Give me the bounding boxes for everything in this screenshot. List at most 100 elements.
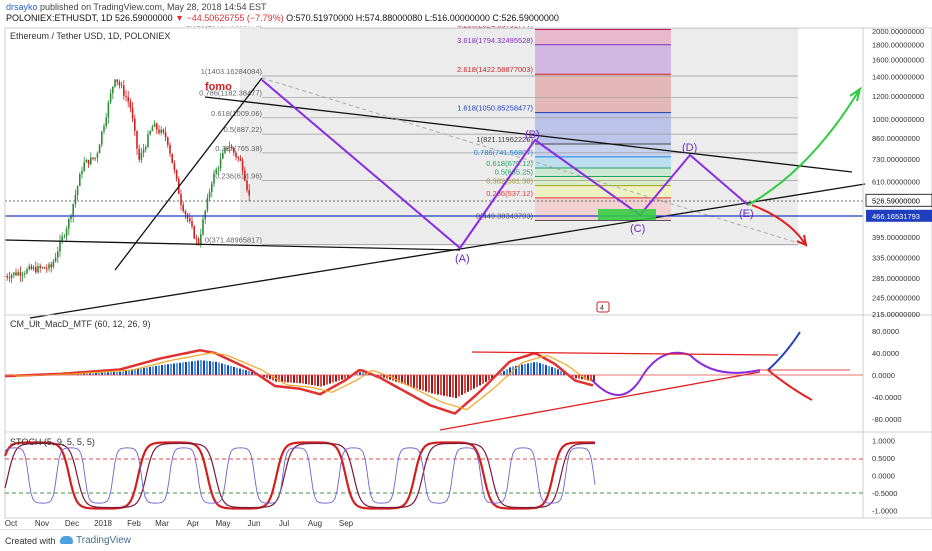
macd-bar [194,361,196,375]
candle-body [248,190,250,195]
macd-bar [332,375,334,383]
candle-body [235,153,237,157]
candle-body [229,147,231,148]
macd-bar [395,375,397,382]
candle-body [169,145,171,154]
candle-body [9,277,11,278]
candle-body [196,238,198,239]
price-tick-label: 1800.00000000 [872,40,924,49]
stoch-tick-label: 0.5000 [872,454,895,463]
macd-pane: CM_Ult_MacD_MTF (60, 12, 26, 9) [5,319,850,430]
macd-resistance [472,352,778,355]
macd-bar [524,364,526,375]
candle-body [39,266,41,268]
price-tick-label: 466.16531793 [872,212,920,221]
candle-body [224,148,226,153]
price-tick-label: 335.00000000 [872,254,920,263]
macd-bar [542,364,544,375]
candle-body [163,130,165,133]
macd-bar [434,375,436,394]
candle-body [79,174,81,186]
time-tick-label: Jul [279,519,289,528]
macd-bar [311,375,313,385]
macd-bar [359,372,361,375]
stoch-tick-label: 0.0000 [872,472,895,481]
macd-bar [302,375,304,384]
candle-body [154,123,156,126]
candle-body [99,145,101,154]
candle-body [33,267,35,269]
macd-bar [287,375,289,382]
candle-body [50,264,52,267]
tradingview-logo[interactable]: TradingView [60,535,131,546]
candle-body [61,236,63,240]
wave-label-b: (B) [525,129,540,141]
candle-body [136,131,138,149]
macd-bar [590,375,592,381]
price-tick-label: 526.59000000 [872,196,920,205]
fib-level-label: 1(1403.16284084) [201,67,263,76]
macd-bar [530,363,532,375]
symbol-label: POLONIEX:ETHUSDT, 1D [6,13,113,23]
candle-body [46,269,48,270]
candle-body [57,251,59,257]
macd-bar [218,363,220,375]
candle-body [156,123,158,129]
macd-bar [578,375,580,379]
candle-body [64,236,66,237]
chart-area[interactable]: 1.618(2040.73086773)1(1403.16284084)0.78… [0,26,932,529]
macd-bar [200,360,202,375]
macd-bar [158,365,160,375]
macd-bar [341,375,343,380]
macd-bar [476,375,478,387]
macd-tick-label: 80.0000 [872,327,899,336]
price-tick-label: 395.00000000 [872,233,920,242]
candle-body [244,171,246,181]
macd-bar [113,372,115,375]
candle-body [119,82,121,85]
macd-bar [422,375,424,391]
candle-body [68,219,70,229]
stoch-tick-label: -0.5000 [872,489,897,498]
macd-bar [314,375,316,386]
macd-bar [188,362,190,375]
fib-level-label: 0.382(591.38) [486,177,533,186]
candle-body [108,103,110,118]
stoch-extra-line [5,448,595,503]
fib-level-label: 0.382(765.38) [215,144,262,153]
macd-bar [575,375,577,378]
candle-body [26,269,28,273]
price-axis[interactable]: 2000.000000001800.000000001600.000000001… [866,27,932,319]
candle-body [149,131,151,134]
candle-body [145,147,147,149]
macd-bar [293,375,295,383]
candle-body [185,211,187,214]
candle-body [37,266,39,272]
fib-level-label: 3.618(1794.32495528) [457,36,533,45]
macd-bar [467,375,469,392]
macd-bar [227,365,229,375]
time-tick-label: Jun [248,519,261,528]
macd-bar [485,375,487,382]
macd-bar [479,375,481,385]
macd-bar [155,366,157,375]
candle-body [121,85,123,86]
macd-bar [290,375,292,383]
macd-bar [161,365,163,375]
macd-bar [452,375,454,398]
macd-bar [299,375,301,383]
author-link[interactable]: drsayko [6,2,38,12]
macd-bar [191,361,193,375]
candle-body [88,160,90,165]
macd-bar [206,361,208,375]
macd-bar [221,363,223,375]
fomo-label: fomo [205,81,232,93]
candle-body [158,130,160,133]
macd-tick-label: 0.0000 [872,371,895,380]
macd-bar [230,366,232,375]
macd-bar [440,375,442,395]
price-tick-label: 1400.00000000 [872,72,924,81]
macd-bar [503,371,505,375]
macd-bar [197,361,199,375]
